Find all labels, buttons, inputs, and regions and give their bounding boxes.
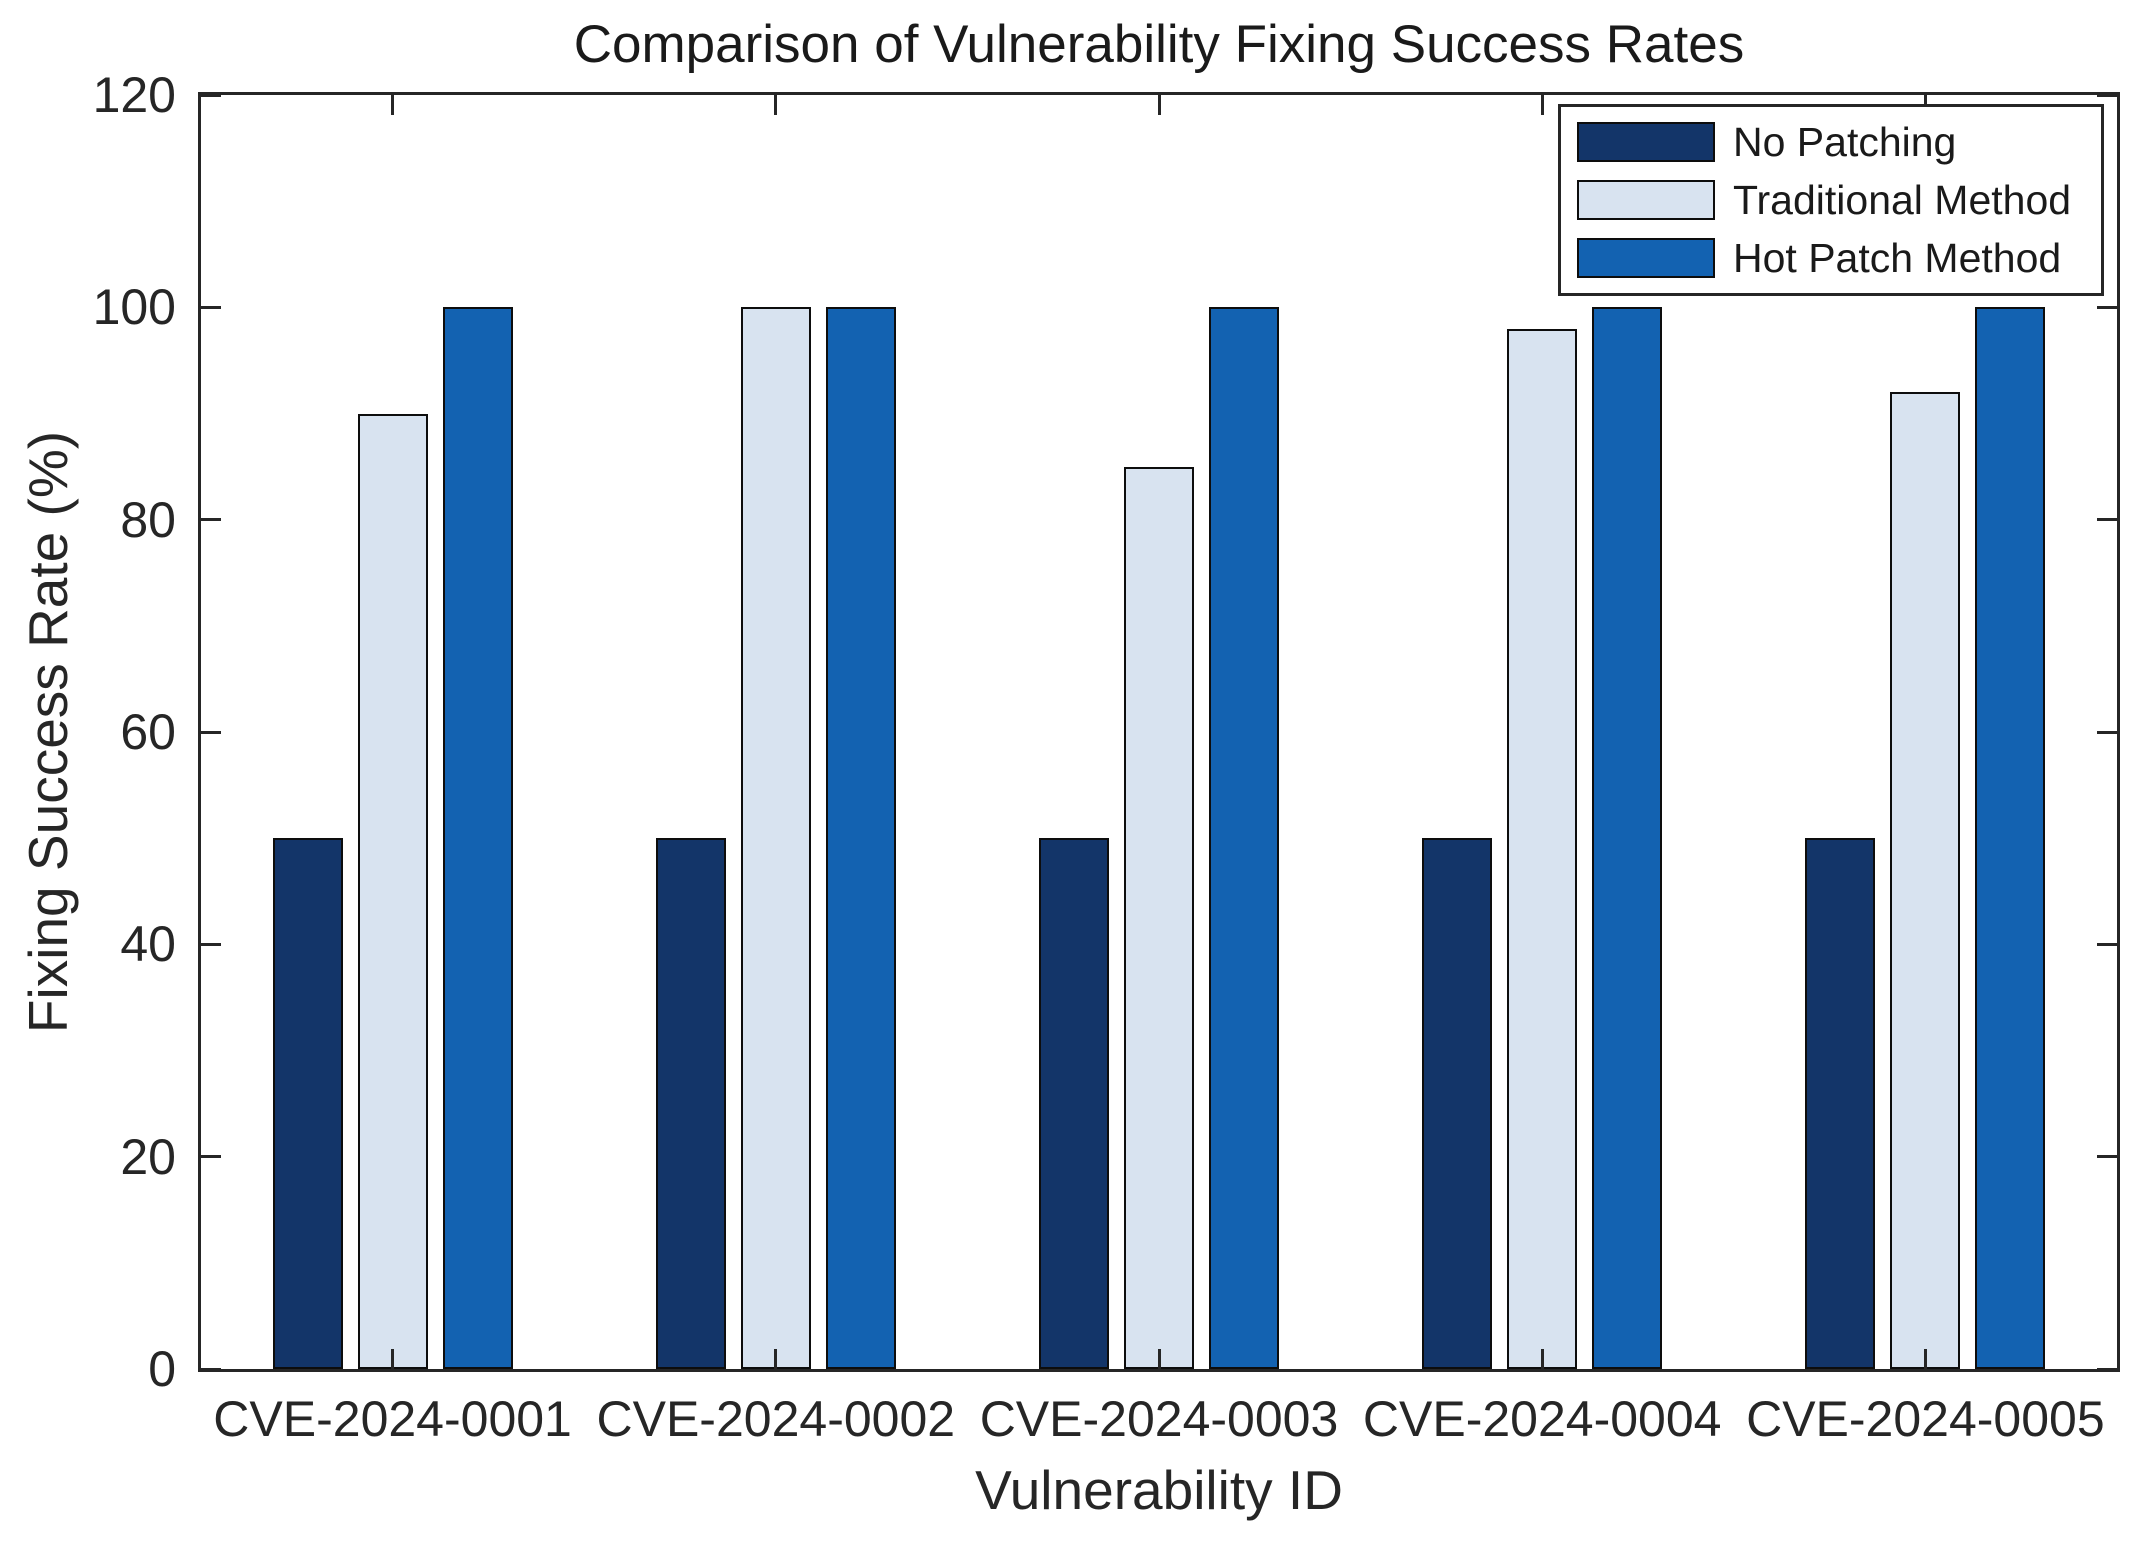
y-tick-mark: [2097, 518, 2117, 522]
y-tick-label: 20: [120, 1128, 176, 1185]
legend-label: Hot Patch Method: [1733, 234, 2062, 281]
plot-area: [198, 92, 2120, 1372]
y-tick-mark: [201, 1367, 221, 1371]
legend-swatch: [1577, 180, 1715, 220]
y-tick-mark: [2097, 942, 2117, 946]
bar-hot-patch-method: [1592, 307, 1663, 1369]
bar-traditional-method: [1123, 466, 1194, 1369]
bar-no-patching: [1805, 838, 1876, 1369]
y-tick-mark: [201, 730, 221, 734]
x-tick-label: CVE-2024-0004: [1362, 1391, 1722, 1447]
bar-group: [584, 95, 967, 1369]
legend-item: Hot Patch Method: [1561, 234, 2101, 281]
legend-label: Traditional Method: [1733, 176, 2072, 223]
x-tick-label: CVE-2024-0002: [596, 1391, 956, 1447]
bar-no-patching: [272, 838, 343, 1369]
bar-hot-patch-method: [442, 307, 513, 1369]
y-tick-mark: [201, 305, 221, 309]
bar-hot-patch-method: [1208, 307, 1279, 1369]
bar-hot-patch-method: [825, 307, 896, 1369]
y-tick-mark: [2097, 730, 2117, 734]
x-tick-mark: [391, 95, 395, 115]
y-tick-mark: [201, 93, 221, 97]
x-tick-mark: [1923, 1349, 1927, 1369]
x-tick-mark: [1157, 95, 1161, 115]
legend-label: No Patching: [1733, 118, 1957, 165]
x-tick-label: CVE-2024-0005: [1746, 1391, 2105, 1447]
y-axis-title: Fixing Success Rate (%): [17, 430, 79, 1034]
legend-swatch: [1577, 238, 1715, 278]
bar-hot-patch-method: [1975, 307, 2046, 1369]
y-tick-mark: [2097, 1155, 2117, 1159]
bar-no-patching: [655, 838, 726, 1369]
bar-group: [201, 95, 584, 1369]
bar-no-patching: [1422, 838, 1493, 1369]
legend: No Patching Traditional Method Hot Patch M…: [1558, 104, 2104, 296]
x-tick-label: CVE-2024-0003: [979, 1391, 1339, 1447]
x-axis-title: Vulnerability ID: [975, 1459, 1343, 1521]
y-tick-mark: [201, 518, 221, 522]
x-tick-label: CVE-2024-0001: [213, 1391, 572, 1447]
x-tick-mark: [1157, 1349, 1161, 1369]
bar-group: [967, 95, 1350, 1369]
bar-group: [1351, 95, 1734, 1369]
y-tick-mark: [2097, 1367, 2117, 1371]
bar-no-patching: [1038, 838, 1109, 1369]
y-tick-mark: [201, 942, 221, 946]
bar-traditional-method: [357, 413, 428, 1369]
x-tick-mark: [1540, 95, 1544, 115]
y-tick-label: 60: [120, 704, 176, 760]
y-tick-mark: [2097, 305, 2117, 309]
chart-title: Comparison of Vulnerability Fixing Succe…: [573, 15, 1745, 74]
legend-swatch: [1577, 122, 1715, 162]
legend-item: Traditional Method: [1561, 176, 2101, 223]
bar-traditional-method: [740, 307, 811, 1369]
x-tick-mark: [774, 95, 778, 115]
bar-traditional-method: [1890, 392, 1961, 1369]
y-tick-label: 80: [120, 491, 176, 548]
bar-traditional-method: [1507, 328, 1578, 1369]
x-tick-mark: [1540, 1349, 1544, 1369]
y-tick-label: 120: [92, 67, 176, 123]
y-tick-mark: [201, 1155, 221, 1159]
x-tick-mark: [391, 1349, 395, 1369]
y-tick-mark: [2097, 93, 2117, 97]
y-tick-label: 40: [120, 916, 176, 973]
y-tick-label: 100: [92, 279, 176, 336]
x-tick-mark: [774, 1349, 778, 1369]
y-tick-label: 0: [148, 1341, 176, 1397]
legend-item: No Patching: [1561, 118, 2101, 165]
bar-group: [1734, 95, 2117, 1369]
